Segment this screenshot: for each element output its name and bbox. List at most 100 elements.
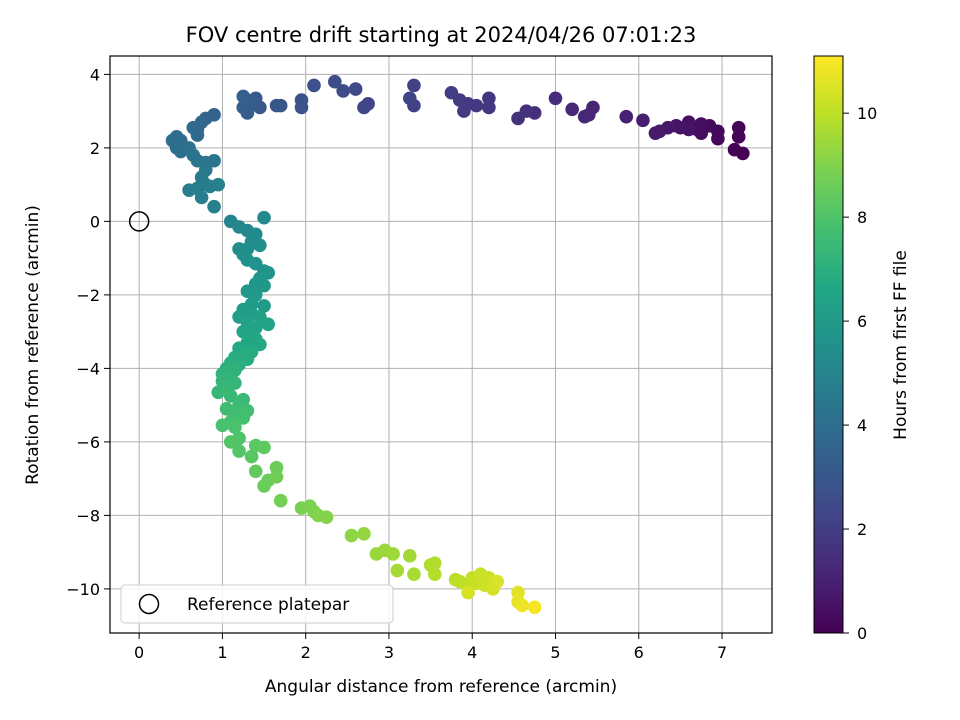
data-point — [402, 91, 417, 106]
chart-title: FOV centre drift starting at 2024/04/26 … — [186, 23, 697, 47]
data-point — [731, 120, 746, 135]
data-point — [261, 317, 276, 332]
colorbar-tick-label: 4 — [857, 416, 867, 435]
data-point — [244, 449, 259, 464]
grid — [110, 56, 772, 633]
colorbar-tick-label: 2 — [857, 520, 867, 539]
data-point — [427, 567, 442, 581]
x-tick-label: 6 — [634, 643, 644, 662]
data-point — [348, 82, 363, 96]
x-tick-label: 1 — [217, 643, 227, 662]
y-tick-label: 0 — [90, 212, 100, 231]
data-point — [269, 470, 284, 484]
x-tick-label: 5 — [550, 643, 560, 662]
data-point — [257, 210, 271, 225]
data-point — [207, 153, 221, 168]
colorbar-ticks: 0 2 4 6 8 10 — [843, 104, 877, 643]
data-point — [194, 190, 209, 205]
data-point — [182, 183, 196, 197]
y-tick-label: 2 — [90, 139, 100, 158]
data-point — [328, 74, 342, 89]
colorbar-label: Hours from first FF file — [891, 250, 911, 440]
colorbar — [813, 55, 844, 634]
y-axis-label: Rotation from reference (arcmin) — [23, 205, 43, 485]
y-tick-label: 4 — [90, 65, 100, 84]
data-point — [636, 113, 650, 128]
data-point — [236, 89, 251, 104]
legend-box — [120, 584, 394, 624]
colorbar-tick-label: 8 — [857, 208, 867, 227]
data-point — [457, 104, 471, 118]
data-point — [257, 278, 271, 293]
data-point — [490, 574, 505, 589]
y-tick-label: −4 — [76, 359, 100, 378]
data-point — [402, 549, 417, 563]
data-point — [307, 78, 321, 93]
data-point — [294, 93, 309, 107]
plot-frame — [109, 55, 773, 634]
x-tick-label: 0 — [134, 643, 144, 662]
reference-point-marker — [128, 211, 150, 232]
data-point — [357, 100, 371, 115]
colorbar-tick-label: 6 — [857, 312, 867, 331]
data-point — [390, 563, 405, 578]
data-point — [461, 585, 475, 600]
y-tick-label: −6 — [76, 433, 100, 452]
data-point — [207, 199, 221, 214]
data-point — [648, 126, 663, 140]
data-point — [223, 435, 238, 449]
legend-label: Reference platepar — [187, 595, 349, 615]
data-point — [269, 98, 284, 113]
data-point — [257, 299, 271, 313]
data-point — [273, 493, 288, 508]
data-point — [407, 567, 421, 581]
data-point — [511, 111, 525, 126]
data-point — [344, 528, 359, 543]
reference-marker — [128, 211, 150, 232]
data-point — [236, 100, 251, 115]
data-point — [228, 420, 242, 434]
data-point — [357, 526, 371, 541]
data-point — [223, 389, 238, 403]
x-axis-ticks: 0 1 2 3 4 5 6 7 — [134, 633, 727, 662]
y-tick-label: −8 — [76, 506, 100, 525]
colorbar-tick-label: 10 — [857, 104, 877, 123]
data-point — [386, 547, 400, 561]
data-point — [211, 177, 226, 192]
data-point — [482, 100, 496, 115]
data-point — [577, 109, 592, 124]
data-point — [515, 598, 529, 613]
data-point — [527, 600, 542, 615]
colorbar-tick-label: 0 — [857, 624, 867, 643]
legend-marker-icon — [138, 593, 160, 615]
data-point — [232, 444, 246, 458]
data-point — [548, 91, 563, 106]
data-point — [444, 85, 459, 100]
data-point — [186, 120, 201, 135]
data-point — [211, 385, 226, 400]
data-point — [248, 464, 263, 479]
legend: Reference platepar — [120, 584, 394, 624]
y-tick-label: −10 — [66, 580, 100, 599]
x-tick-label: 7 — [717, 643, 727, 662]
data-point — [257, 440, 271, 455]
data-point — [319, 510, 334, 525]
x-axis-label: Angular distance from reference (arcmin) — [265, 677, 617, 697]
x-tick-label: 3 — [384, 643, 394, 662]
data-point — [215, 418, 230, 433]
x-tick-label: 4 — [467, 643, 477, 662]
data-points — [165, 74, 750, 615]
data-point — [336, 84, 350, 98]
data-point — [407, 78, 421, 93]
data-point — [257, 479, 271, 493]
y-axis-ticks: 4 2 0 −2 −4 −6 −8 −10 — [66, 65, 110, 599]
data-point — [619, 109, 634, 124]
x-tick-label: 2 — [301, 643, 311, 662]
plot-area — [110, 56, 772, 633]
data-point — [727, 142, 742, 157]
data-point — [565, 102, 579, 117]
data-point — [253, 238, 267, 253]
data-point — [236, 411, 251, 425]
y-tick-label: −2 — [76, 286, 100, 305]
